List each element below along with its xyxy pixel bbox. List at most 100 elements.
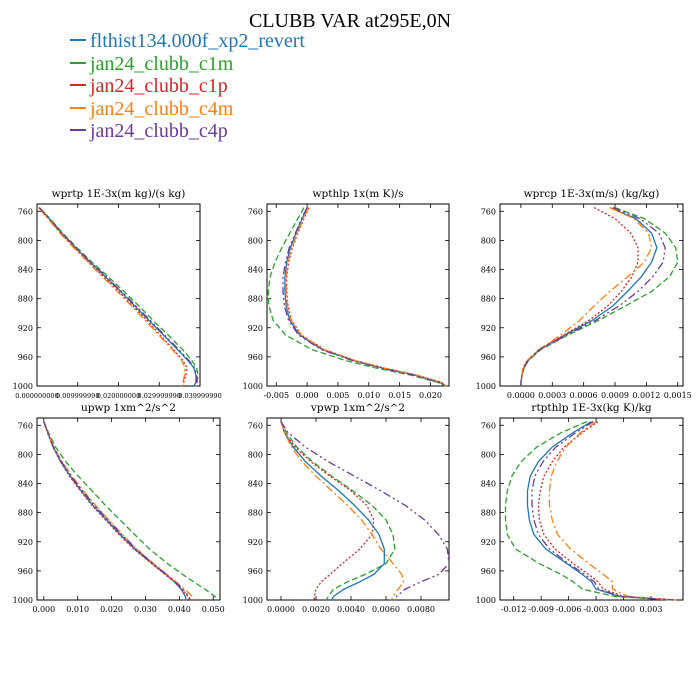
x-tick-label: 0.0000 <box>507 391 535 400</box>
y-tick-label: 880 <box>248 509 263 518</box>
y-tick-label: 880 <box>481 509 496 518</box>
x-tick-label: 0.050 <box>202 605 225 614</box>
y-tick-label: 760 <box>248 421 263 430</box>
y-tick-label: 880 <box>18 295 33 304</box>
series-line <box>282 207 447 387</box>
y-tick-label: 1000 <box>476 596 496 605</box>
x-tick-label: 0.039999990 <box>178 392 221 400</box>
series-line <box>43 421 196 601</box>
legend-item: flthist134.000f_xp2_revert <box>70 30 305 53</box>
legend-label: jan24_clubb_c1m <box>90 52 234 75</box>
plot-frame <box>36 417 221 601</box>
y-tick-label: 1000 <box>13 596 33 605</box>
y-tick-label: 960 <box>18 567 33 576</box>
series-line <box>504 421 672 601</box>
legend-swatch <box>70 106 86 109</box>
x-tick-label: 0.000 <box>612 605 635 614</box>
chart-panel: vpwp 1xm^2/s^2 760 800 840 880 920 960 1000 0.00… <box>243 402 450 614</box>
series-line <box>526 421 674 601</box>
x-tick-label: 0.000 <box>32 605 55 614</box>
series-line <box>284 207 447 387</box>
series-line <box>520 207 658 386</box>
x-tick-label: 0.020000000 <box>97 392 140 400</box>
x-tick-label: 0.010 <box>66 605 89 614</box>
x-tick-label: 0.010 <box>357 391 380 400</box>
figure-title: CLUBB VAR at295E,0N <box>248 10 452 32</box>
plot-frame <box>499 203 684 387</box>
plot-frame <box>266 417 450 601</box>
y-tick-label: 760 <box>248 207 263 216</box>
chart-panel: wprtp 1E-3x(m kg)/(s kg) 760 800 840 880 920 9… <box>13 188 222 400</box>
y-tick-label: 960 <box>248 353 263 362</box>
legend-label: jan24_clubb_c1p <box>90 75 228 97</box>
series-line <box>38 207 199 387</box>
series-line <box>280 421 405 601</box>
y-tick-label: 800 <box>18 450 33 459</box>
legend-label: flthist134.000f_xp2_revert <box>90 30 305 52</box>
panel-title: wpthlp 1x(m K)/s <box>313 188 404 200</box>
y-tick-label: 840 <box>18 266 33 275</box>
series-line <box>38 207 198 387</box>
legend-item: jan24_clubb_c4p <box>70 120 305 143</box>
y-tick-label: 880 <box>18 509 33 518</box>
series-line <box>520 206 679 386</box>
x-tick-label: 0.0009 <box>601 391 629 400</box>
series-line <box>38 207 186 386</box>
y-tick-label: 1000 <box>243 382 263 391</box>
y-tick-label: 840 <box>248 480 263 489</box>
x-tick-label: 0.0006 <box>570 391 598 400</box>
legend-label: jan24_clubb_c4p <box>90 120 228 142</box>
panel-title: wprcp 1E-3x(m/s) (kg/kg) <box>524 188 660 200</box>
series-line <box>43 421 187 601</box>
series-line <box>286 207 447 387</box>
y-tick-label: 920 <box>481 538 496 547</box>
plot-frame <box>499 417 684 601</box>
y-tick-label: 760 <box>481 207 496 216</box>
series-line <box>280 421 375 600</box>
y-tick-label: 840 <box>481 266 496 275</box>
chart-panel: wprcp 1E-3x(m/s) (kg/kg) 760 800 840 880 920 9… <box>476 188 692 400</box>
x-tick-label: -0.012 <box>501 605 527 614</box>
x-tick-label: 0.040 <box>168 605 191 614</box>
y-tick-label: 760 <box>481 421 496 430</box>
y-tick-label: 800 <box>18 236 33 245</box>
panel-title: wprtp 1E-3x(m kg)/(s kg) <box>52 188 186 200</box>
legend-swatch <box>70 129 86 132</box>
series-line <box>531 421 674 601</box>
x-tick-label: 0.009999990 <box>56 392 99 400</box>
series-line <box>280 421 385 601</box>
x-tick-label: -0.005 <box>263 391 289 400</box>
series-line <box>43 421 219 601</box>
y-tick-label: 920 <box>18 538 33 547</box>
legend-swatch <box>70 84 86 87</box>
y-tick-label: 760 <box>18 421 33 430</box>
x-tick-label: 0.020 <box>100 605 123 614</box>
series-line <box>38 207 197 387</box>
legend-swatch <box>70 39 86 42</box>
panel-title: upwp 1xm^2/s^2 <box>81 402 176 414</box>
plot-frame <box>266 203 450 387</box>
panel-title: rtpthlp 1E-3x(kg K)/kg <box>531 402 651 414</box>
series-line <box>548 421 677 601</box>
series-line <box>43 421 191 601</box>
y-tick-label: 1000 <box>13 382 33 391</box>
x-tick-label: 0.0040 <box>337 605 365 614</box>
x-tick-label: 0.029999990 <box>138 392 181 400</box>
y-tick-label: 960 <box>248 567 263 576</box>
y-tick-label: 1000 <box>243 596 263 605</box>
legend-item: jan24_clubb_c1m <box>70 53 305 76</box>
x-tick-label: 0.000000000 <box>15 392 58 400</box>
x-tick-label: 0.0020 <box>302 605 330 614</box>
series-line <box>285 207 447 387</box>
legend-swatch <box>70 61 86 64</box>
y-tick-label: 960 <box>18 353 33 362</box>
x-tick-label: -0.006 <box>556 605 582 614</box>
series-line <box>520 207 639 386</box>
y-tick-label: 1000 <box>476 382 496 391</box>
legend: flthist134.000f_xp2_revert jan24_clubb_c… <box>70 30 305 143</box>
series-line <box>280 421 396 601</box>
panel-title: vpwp 1xm^2/s^2 <box>310 402 405 414</box>
chart-panel: rtpthlp 1E-3x(kg K)/kg 760 800 840 880 920 960… <box>476 402 684 614</box>
legend-item: jan24_clubb_c4m <box>70 98 305 121</box>
